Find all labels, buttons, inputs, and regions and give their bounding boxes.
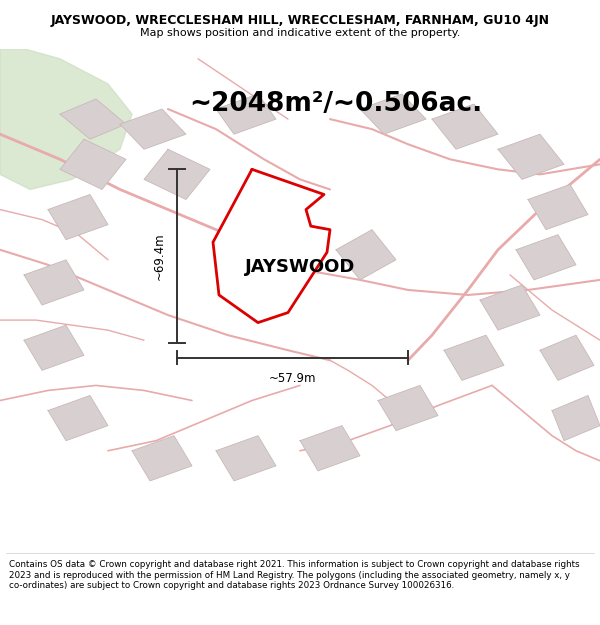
Polygon shape <box>24 260 84 305</box>
Polygon shape <box>48 396 108 441</box>
Polygon shape <box>378 386 438 431</box>
Polygon shape <box>552 396 600 441</box>
Text: ~69.4m: ~69.4m <box>153 232 166 280</box>
Polygon shape <box>300 426 360 471</box>
Polygon shape <box>60 139 126 189</box>
Polygon shape <box>24 325 84 371</box>
Polygon shape <box>540 335 594 381</box>
Polygon shape <box>213 169 330 322</box>
Polygon shape <box>120 109 186 149</box>
Polygon shape <box>336 229 396 280</box>
Polygon shape <box>444 335 504 381</box>
Polygon shape <box>516 234 576 280</box>
Polygon shape <box>0 49 132 189</box>
Text: ~2048m²/~0.506ac.: ~2048m²/~0.506ac. <box>190 91 482 117</box>
Polygon shape <box>528 184 588 229</box>
Polygon shape <box>144 149 210 199</box>
Polygon shape <box>360 94 426 134</box>
Text: Contains OS data © Crown copyright and database right 2021. This information is : Contains OS data © Crown copyright and d… <box>9 560 580 590</box>
Polygon shape <box>132 436 192 481</box>
Text: JAYSWOOD: JAYSWOOD <box>245 258 355 276</box>
Polygon shape <box>216 436 276 481</box>
Text: JAYSWOOD, WRECCLESHAM HILL, WRECCLESHAM, FARNHAM, GU10 4JN: JAYSWOOD, WRECCLESHAM HILL, WRECCLESHAM,… <box>50 14 550 27</box>
Text: Map shows position and indicative extent of the property.: Map shows position and indicative extent… <box>140 28 460 38</box>
Polygon shape <box>48 194 108 240</box>
Polygon shape <box>498 134 564 179</box>
Polygon shape <box>216 94 276 134</box>
Text: Wrecclesham Hill: Wrecclesham Hill <box>223 246 263 314</box>
Polygon shape <box>432 104 498 149</box>
Polygon shape <box>60 99 126 139</box>
Text: ~57.9m: ~57.9m <box>269 372 316 385</box>
Polygon shape <box>480 285 540 330</box>
